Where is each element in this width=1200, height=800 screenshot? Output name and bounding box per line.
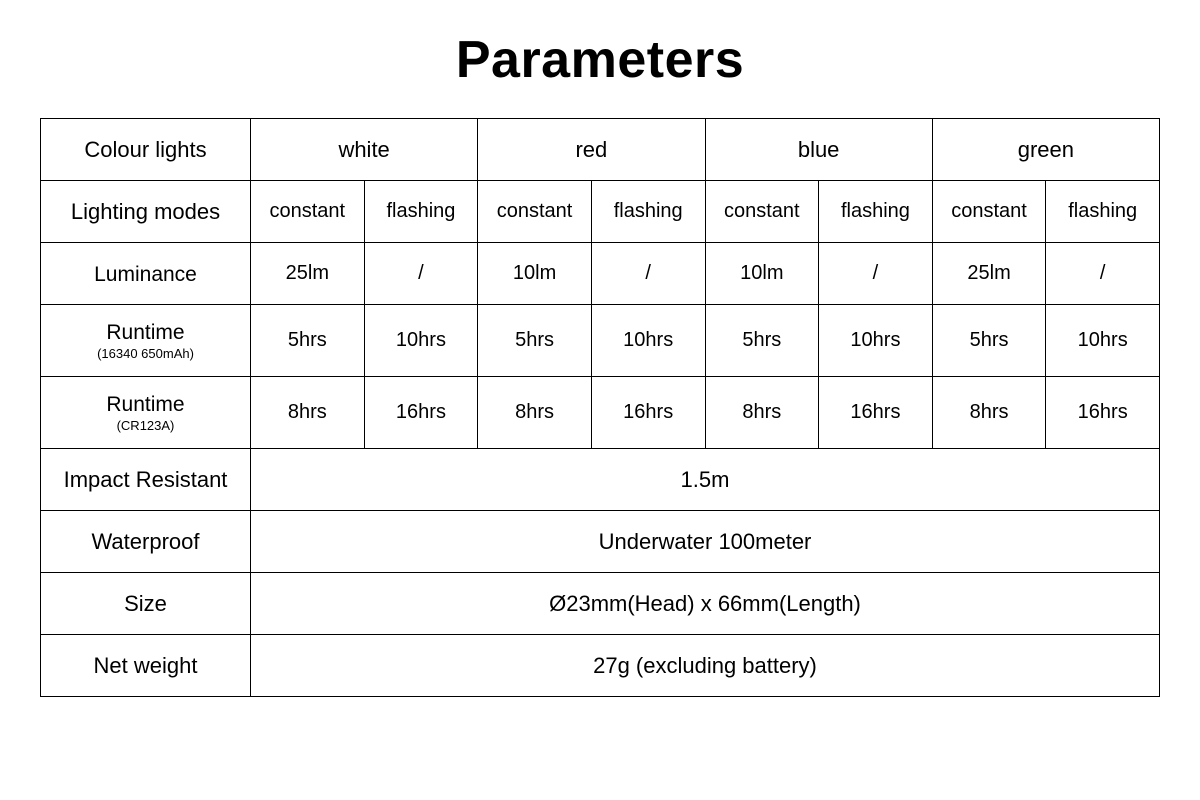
data-cell: 10hrs <box>819 305 933 377</box>
data-cell: 10hrs <box>591 305 705 377</box>
data-cell: 8hrs <box>932 377 1046 449</box>
mode-cell: flashing <box>364 181 478 243</box>
colour-header-white: white <box>251 119 478 181</box>
row-label-impact-resistant: Impact Resistant <box>41 449 251 511</box>
row-label-sub: (CR123A) <box>47 419 244 433</box>
data-cell: 8hrs <box>478 377 592 449</box>
mode-cell: constant <box>705 181 819 243</box>
row-label-runtime-cr123a: Runtime (CR123A) <box>41 377 251 449</box>
data-cell: 5hrs <box>478 305 592 377</box>
full-value-size: Ø23mm(Head) x 66mm(Length) <box>251 573 1160 635</box>
data-cell: 16hrs <box>1046 377 1160 449</box>
row-label-size: Size <box>41 573 251 635</box>
row-label-text: Runtime <box>106 321 184 344</box>
data-cell: 25lm <box>251 243 365 305</box>
data-cell: 10lm <box>705 243 819 305</box>
mode-cell: constant <box>251 181 365 243</box>
data-cell: 5hrs <box>705 305 819 377</box>
full-value-waterproof: Underwater 100meter <box>251 511 1160 573</box>
row-label-runtime-16340: Runtime (16340 650mAh) <box>41 305 251 377</box>
page-title: Parameters <box>40 30 1160 90</box>
table-row: Runtime (CR123A) 8hrs 16hrs 8hrs 16hrs 8… <box>41 377 1160 449</box>
data-cell: 8hrs <box>251 377 365 449</box>
row-label-luminance: Luminance <box>41 243 251 305</box>
full-value-net-weight: 27g (excluding battery) <box>251 635 1160 697</box>
data-cell: 10hrs <box>364 305 478 377</box>
table-row: Luminance 25lm / 10lm / 10lm / 25lm / <box>41 243 1160 305</box>
row-label-colour-lights: Colour lights <box>41 119 251 181</box>
data-cell: / <box>591 243 705 305</box>
data-cell: 8hrs <box>705 377 819 449</box>
table-row: Runtime (16340 650mAh) 5hrs 10hrs 5hrs 1… <box>41 305 1160 377</box>
row-label-text: Runtime <box>106 393 184 416</box>
mode-cell: flashing <box>1046 181 1160 243</box>
full-value-impact-resistant: 1.5m <box>251 449 1160 511</box>
data-cell: 5hrs <box>932 305 1046 377</box>
mode-cell: constant <box>932 181 1046 243</box>
row-label-sub: (16340 650mAh) <box>47 347 244 361</box>
data-cell: 5hrs <box>251 305 365 377</box>
colour-header-blue: blue <box>705 119 932 181</box>
colour-header-green: green <box>932 119 1159 181</box>
parameters-table: Colour lights white red blue green Light… <box>40 118 1160 697</box>
data-cell: 16hrs <box>819 377 933 449</box>
table-row: Impact Resistant 1.5m <box>41 449 1160 511</box>
colour-header-red: red <box>478 119 705 181</box>
row-label-text: Luminance <box>94 263 197 286</box>
data-cell: 16hrs <box>591 377 705 449</box>
mode-cell: flashing <box>591 181 705 243</box>
table-row: Waterproof Underwater 100meter <box>41 511 1160 573</box>
page: Parameters Colour lights white red blue … <box>0 0 1200 800</box>
table-row: Net weight 27g (excluding battery) <box>41 635 1160 697</box>
mode-cell: flashing <box>819 181 933 243</box>
data-cell: / <box>364 243 478 305</box>
data-cell: 10lm <box>478 243 592 305</box>
table-row: Size Ø23mm(Head) x 66mm(Length) <box>41 573 1160 635</box>
data-cell: / <box>1046 243 1160 305</box>
table-row: Colour lights white red blue green <box>41 119 1160 181</box>
row-label-net-weight: Net weight <box>41 635 251 697</box>
data-cell: 16hrs <box>364 377 478 449</box>
row-label-lighting-modes: Lighting modes <box>41 181 251 243</box>
mode-cell: constant <box>478 181 592 243</box>
data-cell: 25lm <box>932 243 1046 305</box>
data-cell: 10hrs <box>1046 305 1160 377</box>
data-cell: / <box>819 243 933 305</box>
table-row: Lighting modes constant flashing constan… <box>41 181 1160 243</box>
row-label-waterproof: Waterproof <box>41 511 251 573</box>
